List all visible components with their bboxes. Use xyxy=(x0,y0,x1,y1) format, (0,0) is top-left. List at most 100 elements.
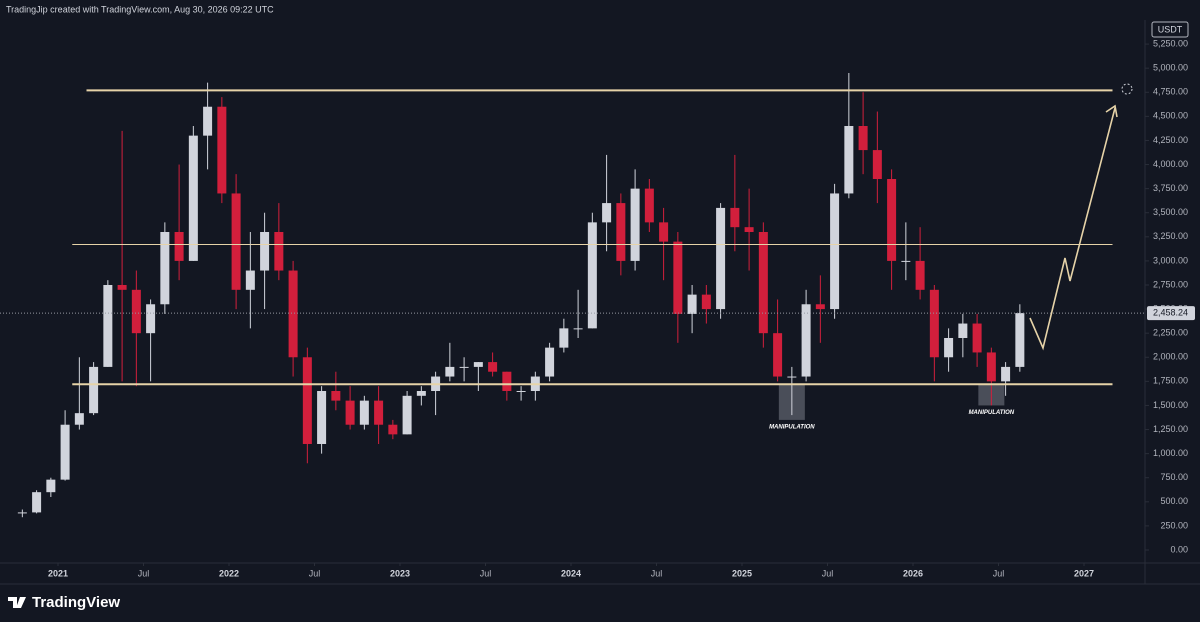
last-price-box xyxy=(1147,306,1195,321)
candle-body xyxy=(302,357,312,444)
candle-body xyxy=(488,362,498,372)
candle-body xyxy=(573,328,583,330)
candle-body xyxy=(174,231,184,261)
x-tick-label: Jul xyxy=(822,568,834,578)
y-tick-label: 4,250.00 xyxy=(1153,135,1188,145)
candle-body xyxy=(659,222,669,242)
target-marker xyxy=(1121,83,1133,95)
header-text: TradingJip created with TradingView.com,… xyxy=(6,4,274,14)
candle-body xyxy=(459,366,469,368)
candle-body xyxy=(701,294,711,310)
candle-body xyxy=(944,337,954,358)
x-tick-label: 2026 xyxy=(903,568,923,578)
candle-body xyxy=(872,150,882,179)
candle-body xyxy=(160,231,170,305)
y-tick-label: 5,000.00 xyxy=(1153,63,1188,73)
x-tick-label: Jul xyxy=(480,568,492,578)
plot-area: MANIPULATION MANIPULATION xyxy=(0,72,1145,518)
candle-body xyxy=(830,193,840,310)
candle-body xyxy=(288,270,298,358)
candle-body xyxy=(787,376,797,378)
candle-body xyxy=(17,512,27,514)
y-tick-label: 500.00 xyxy=(1160,496,1188,506)
candle-body xyxy=(231,193,241,290)
y-tick-label: 250.00 xyxy=(1160,520,1188,530)
currency-box xyxy=(1151,21,1189,38)
candle-body xyxy=(559,328,569,348)
manipulation-label: MANIPULATION xyxy=(969,410,1015,416)
manipulation-label: MANIPULATION xyxy=(769,424,815,430)
y-tick-label: 5,250.00 xyxy=(1153,38,1188,48)
candle-body xyxy=(673,241,683,314)
candle-body xyxy=(89,366,99,414)
candle-body xyxy=(901,260,911,262)
candle-body xyxy=(117,284,127,290)
x-tick-label: 2021 xyxy=(48,568,68,578)
candle-body xyxy=(60,424,70,480)
candle-body xyxy=(359,400,369,425)
candle-body xyxy=(915,260,925,290)
candle-body xyxy=(74,413,84,425)
candle-body xyxy=(502,371,512,391)
candle-body xyxy=(317,390,327,444)
x-tick-label: Jul xyxy=(651,568,663,578)
candle-body xyxy=(687,294,697,314)
y-tick-label: 2,750.00 xyxy=(1153,279,1188,289)
candle-body xyxy=(260,231,270,271)
y-tick-label: 4,750.00 xyxy=(1153,87,1188,97)
candle-body xyxy=(1001,366,1011,382)
y-tick-label: 4,500.00 xyxy=(1153,111,1188,121)
candle-body xyxy=(445,366,455,377)
candle-body xyxy=(801,304,811,377)
header-bar xyxy=(0,0,1200,20)
candle-body xyxy=(331,390,341,401)
candle-body xyxy=(815,304,825,310)
candle-body xyxy=(744,227,754,232)
x-tick-label: Jul xyxy=(309,568,321,578)
y-tick-label: 1,500.00 xyxy=(1153,400,1188,410)
y-tick-label: 1,000.00 xyxy=(1153,448,1188,458)
candle-body xyxy=(616,203,626,261)
x-tick-label: 2024 xyxy=(561,568,581,578)
candle-body xyxy=(473,362,483,367)
last-price-label: 2,458.24 xyxy=(1153,307,1188,317)
y-tick-label: 3,500.00 xyxy=(1153,207,1188,217)
candle-body xyxy=(644,188,654,223)
x-tick-label: 2023 xyxy=(390,568,410,578)
tradingview-logo: TradingView xyxy=(8,594,120,611)
x-tick-label: Jul xyxy=(138,568,150,578)
candle-body xyxy=(972,323,982,353)
candle-body xyxy=(203,106,213,136)
candle-body xyxy=(773,333,783,377)
candle-body xyxy=(402,395,412,435)
candle-body xyxy=(587,222,597,329)
y-tick-label: 2,000.00 xyxy=(1153,352,1188,362)
x-tick-label: 2027 xyxy=(1074,568,1094,578)
candle-body xyxy=(1015,313,1025,367)
y-tick-label: 0.00 xyxy=(1170,544,1188,554)
y-tick-label: 2,250.00 xyxy=(1153,328,1188,338)
currency-label: USDT xyxy=(1158,24,1183,34)
candle-body xyxy=(103,284,113,367)
candle-body xyxy=(887,178,897,261)
candle-body xyxy=(245,270,255,290)
y-tick-label: 3,250.00 xyxy=(1153,231,1188,241)
x-tick-label: 2022 xyxy=(219,568,239,578)
candle-body xyxy=(388,424,398,435)
candle-body xyxy=(274,231,284,271)
projection-arrowhead xyxy=(1105,104,1118,118)
candle-body xyxy=(929,289,939,358)
logo-icon xyxy=(8,597,26,608)
candle-body xyxy=(188,135,198,261)
candle-body xyxy=(131,289,141,334)
candle-body xyxy=(958,323,968,338)
projection-path xyxy=(1029,107,1116,351)
candle-body xyxy=(46,479,56,493)
candle-body xyxy=(730,207,740,228)
candle-body xyxy=(630,188,640,261)
x-tick-label: Jul xyxy=(993,568,1005,578)
y-tick-label: 1,750.00 xyxy=(1153,376,1188,386)
